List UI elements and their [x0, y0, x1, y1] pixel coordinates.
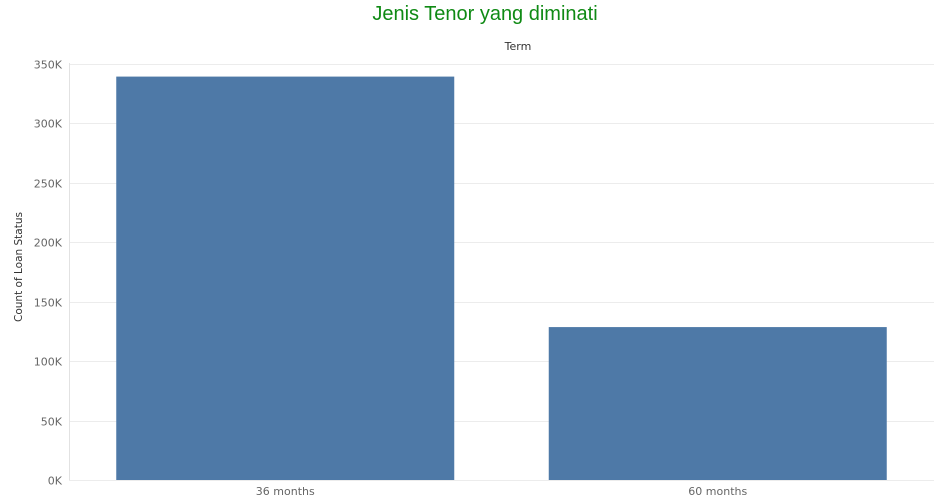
y-tick-label: 150K — [34, 297, 63, 310]
x-tick-label: 36 months — [256, 485, 315, 498]
y-tick-label: 0K — [48, 475, 63, 488]
y-tick-label: 100K — [34, 356, 63, 369]
x-tick-label: 60 months — [688, 485, 747, 498]
y-tick-label: 50K — [41, 416, 63, 429]
y-tick-label: 300K — [34, 118, 63, 131]
column-header-term: Term — [504, 40, 532, 53]
chart-title: Jenis Tenor yang diminati — [372, 3, 598, 25]
bar — [116, 76, 455, 480]
y-tick-label: 350K — [34, 59, 63, 72]
y-tick-label: 200K — [34, 237, 63, 250]
bar — [548, 327, 887, 480]
y-tick-label: 250K — [34, 178, 63, 191]
